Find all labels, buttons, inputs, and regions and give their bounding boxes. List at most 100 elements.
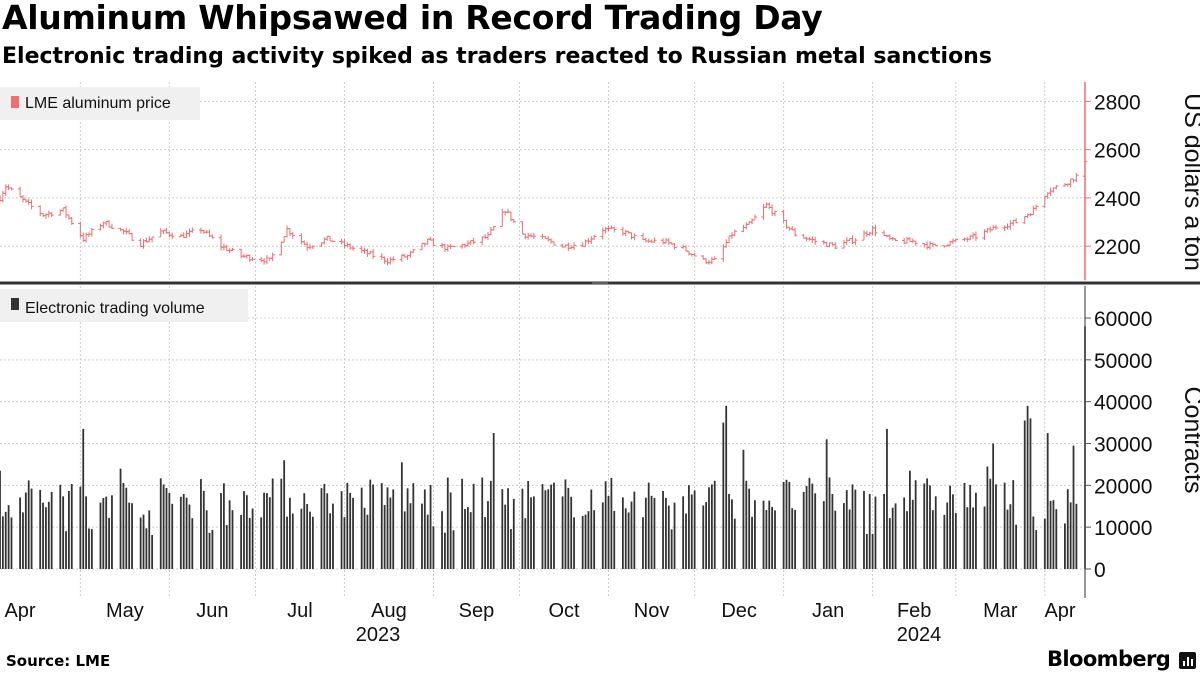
- volume-bar: [564, 479, 567, 569]
- bloomberg-logo: Bloomberg: [1047, 647, 1171, 671]
- volume-bar: [19, 497, 21, 569]
- volume-bar: [128, 502, 131, 569]
- volume-bar: [171, 503, 174, 569]
- volume-bar: [992, 443, 995, 569]
- volume-bar: [1046, 433, 1049, 569]
- price-legend-box: [0, 87, 200, 120]
- volume-bar: [647, 482, 650, 569]
- volume-bar: [426, 514, 429, 569]
- x-tick-label: Dec: [721, 600, 757, 622]
- volume-bar: [725, 405, 728, 569]
- volume-bar: [466, 507, 469, 569]
- volume-bar: [894, 503, 897, 569]
- volume-bar: [4, 511, 7, 569]
- volume-bar: [1072, 445, 1075, 569]
- volume-bar: [449, 492, 452, 569]
- volume-bar: [202, 490, 205, 569]
- volume-y-tick-label: 10000: [1094, 517, 1152, 540]
- volume-bar: [369, 479, 372, 569]
- volume-bar: [929, 485, 931, 569]
- volume-bar: [240, 514, 243, 569]
- volume-bar: [722, 422, 725, 569]
- volume-bar: [251, 508, 254, 569]
- volume-bar: [665, 497, 667, 569]
- volume-bar: [122, 482, 125, 569]
- volume-bar: [561, 496, 564, 569]
- volume-bar: [624, 508, 627, 569]
- volume-y-tick-label: 20000: [1094, 475, 1152, 498]
- volume-bar: [320, 488, 323, 569]
- volume-bar: [1075, 503, 1078, 569]
- volume-bar: [774, 510, 776, 569]
- volume-bar: [429, 484, 432, 569]
- volume-bar: [975, 492, 977, 569]
- volume-bar: [487, 501, 489, 569]
- volume-bar: [111, 495, 113, 569]
- volume-bar: [67, 490, 70, 569]
- volume-legend-label: Electronic trading volume: [25, 300, 205, 317]
- volume-bar: [291, 513, 294, 569]
- volume-bar: [613, 510, 616, 569]
- volume-bar: [842, 503, 845, 569]
- volume-bar: [489, 480, 492, 569]
- volume-bar: [673, 502, 676, 569]
- volume-bar: [934, 496, 937, 569]
- volume-y-tick-label: 50000: [1094, 350, 1152, 373]
- x-tick-label: Mar: [983, 600, 1018, 622]
- volume-bar: [1009, 504, 1012, 569]
- volume-bar: [633, 491, 636, 569]
- volume-bar: [995, 484, 997, 569]
- volume-bar: [148, 510, 151, 569]
- volume-bar: [464, 508, 466, 569]
- volume-bar: [952, 494, 954, 569]
- volume-bar: [211, 529, 214, 569]
- volume-bar: [791, 508, 794, 569]
- volume-bar: [1023, 420, 1026, 569]
- volume-bar: [570, 496, 573, 569]
- volume-bar: [162, 484, 165, 569]
- volume-bar: [70, 484, 73, 569]
- volume-bar: [593, 510, 596, 569]
- volume-bar: [883, 493, 885, 569]
- volume-bar: [1012, 480, 1015, 569]
- volume-bar: [191, 518, 194, 569]
- volume-bar: [343, 517, 346, 569]
- volume-bar: [888, 518, 891, 569]
- volume-y-tick-label: 40000: [1094, 392, 1152, 415]
- volume-bar: [349, 492, 352, 569]
- volume-bar: [871, 533, 874, 569]
- volume-bar: [931, 510, 934, 569]
- volume-bar: [670, 529, 673, 569]
- volume-bar: [131, 503, 133, 569]
- volume-bar: [986, 466, 989, 569]
- volume-bar: [472, 483, 475, 569]
- volume-bar: [854, 489, 857, 569]
- volume-bar: [102, 497, 105, 569]
- volume-bar: [260, 517, 263, 569]
- volume-bar: [188, 504, 191, 569]
- volume-bar: [828, 477, 831, 569]
- volume-bar: [891, 507, 894, 569]
- volume-bar: [527, 481, 530, 569]
- volume-bar: [1026, 405, 1029, 569]
- volume-bar: [768, 500, 771, 569]
- volume-bar: [587, 511, 590, 569]
- volume-bar: [802, 491, 805, 569]
- volume-bar: [687, 485, 690, 569]
- volume-bar: [909, 470, 911, 569]
- volume-bar: [492, 433, 495, 569]
- volume-bar: [751, 516, 753, 569]
- volume-bar: [225, 525, 228, 569]
- volume-bar: [1052, 500, 1055, 569]
- volume-bar: [771, 506, 774, 569]
- volume-bar: [644, 497, 647, 569]
- volume-bar: [7, 505, 10, 569]
- volume-bar: [85, 496, 88, 569]
- volume-bar: [423, 489, 426, 569]
- volume-bar: [553, 482, 555, 569]
- volume-bar: [1043, 518, 1046, 569]
- volume-bar: [231, 510, 234, 569]
- volume-y-tick-label: 0: [1094, 559, 1106, 582]
- price-y-tick-label: 2800: [1094, 91, 1141, 114]
- volume-bar: [228, 500, 231, 569]
